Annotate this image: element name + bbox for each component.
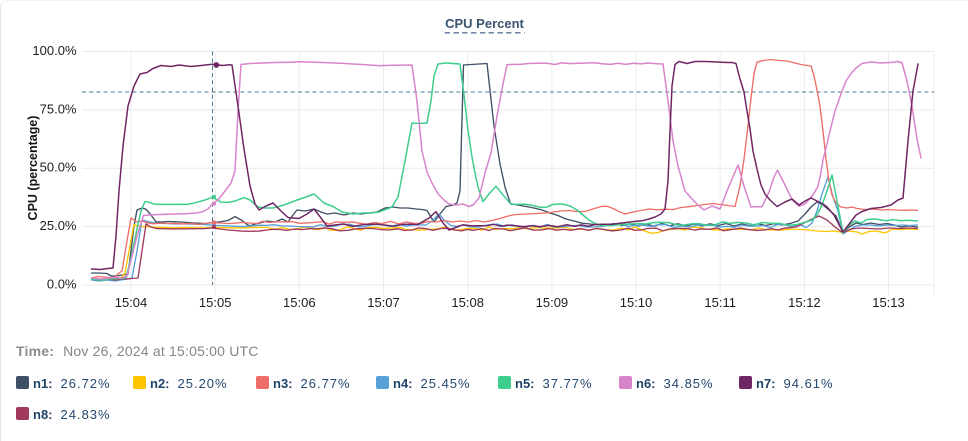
svg-text:25.0%: 25.0% [40, 218, 77, 233]
svg-text:15:13: 15:13 [872, 295, 905, 310]
svg-text:15:05: 15:05 [199, 295, 232, 310]
svg-text:15:12: 15:12 [788, 295, 821, 310]
svg-text:CPU (percentage): CPU (percentage) [26, 116, 40, 221]
svg-text:75.0%: 75.0% [40, 101, 77, 116]
svg-text:15:11: 15:11 [704, 295, 736, 310]
svg-text:15:08: 15:08 [451, 295, 484, 310]
svg-text:15:10: 15:10 [620, 295, 653, 310]
svg-text:100.0%: 100.0% [32, 43, 77, 58]
svg-text:15:04: 15:04 [115, 295, 148, 310]
svg-text:0.0%: 0.0% [47, 276, 77, 291]
svg-text:15:06: 15:06 [283, 295, 316, 310]
svg-text:15:09: 15:09 [536, 295, 569, 310]
svg-text:15:07: 15:07 [367, 295, 400, 310]
svg-text:50.0%: 50.0% [40, 160, 77, 175]
